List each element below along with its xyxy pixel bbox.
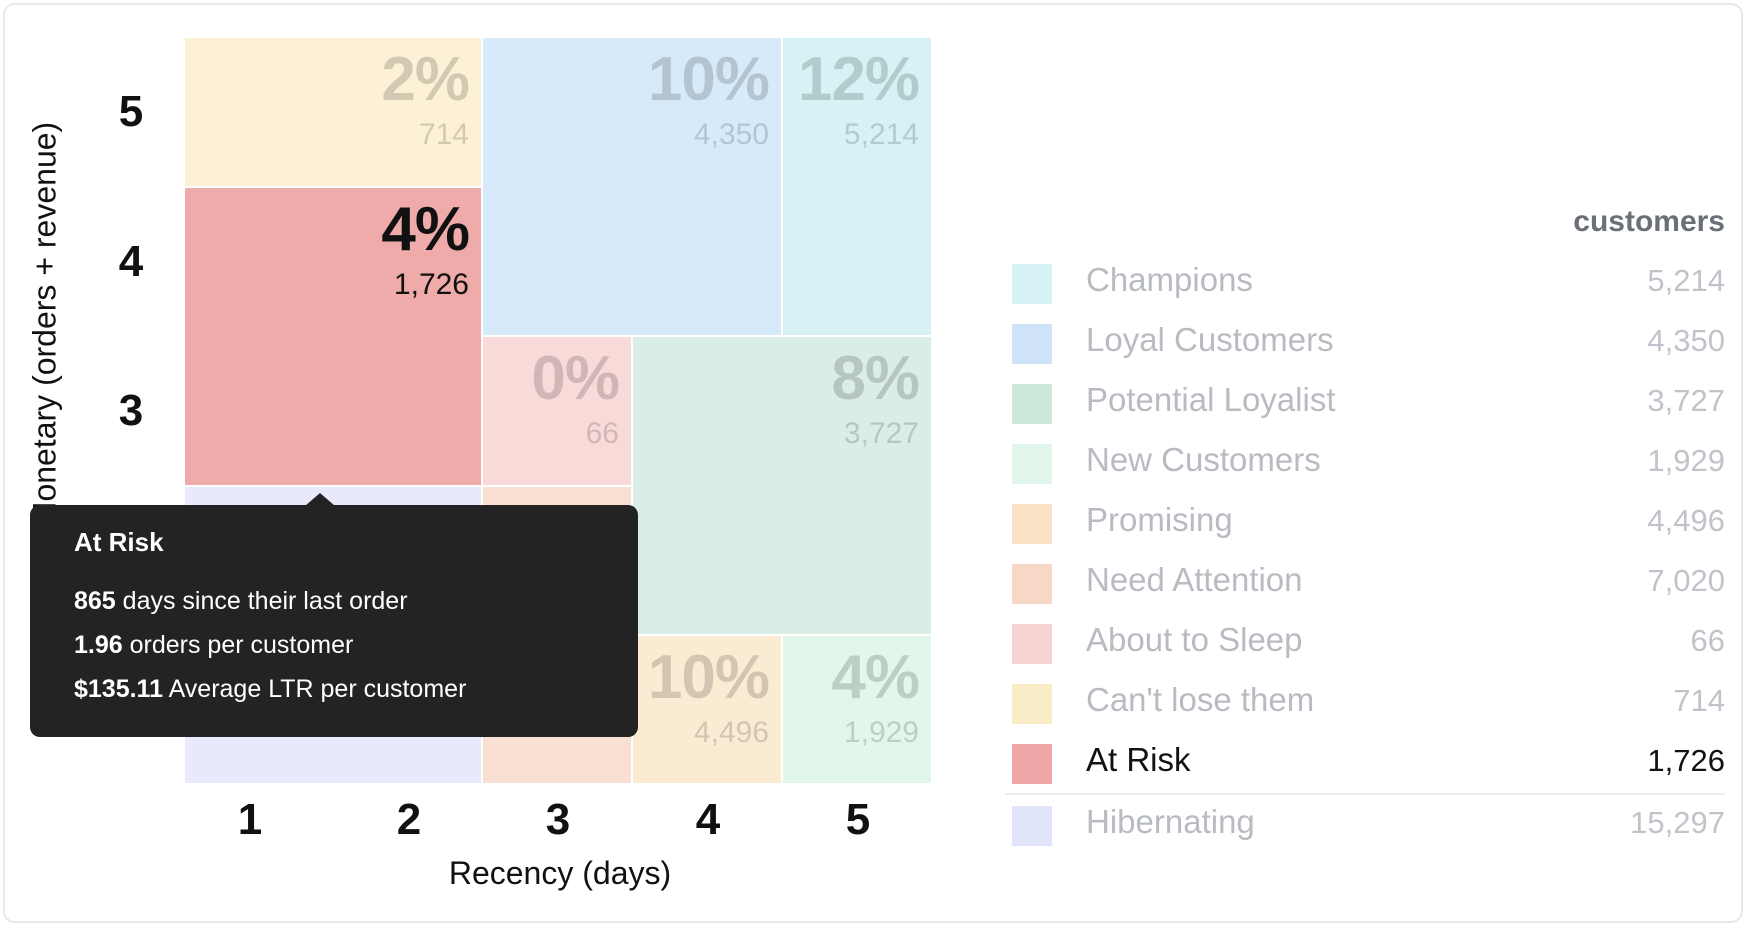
segment-cell-champions[interactable]: 12% 5,214: [783, 38, 931, 335]
legend-item-new-customers[interactable]: New Customers 1,929: [1005, 433, 1725, 493]
segment-cell-new-customers[interactable]: 4% 1,929: [783, 636, 931, 783]
legend-swatch: [1012, 564, 1052, 604]
segment-percent: 12%: [797, 45, 920, 114]
segment-cell-promising[interactable]: 10% 4,496: [633, 636, 781, 783]
legend-item-at-risk[interactable]: At Risk 1,726: [1005, 733, 1725, 793]
tooltip-ltr-text: Average LTR per customer: [168, 675, 467, 703]
tooltip-title: At Risk: [74, 527, 164, 557]
legend-swatch: [1012, 324, 1052, 364]
tooltip-line-orders: 1.96 orders per customer: [74, 631, 353, 660]
segment-cell-about-to-sleep[interactable]: 0% 66: [483, 337, 631, 485]
legend-count: 15,297: [1630, 805, 1725, 840]
segment-percent: 8%: [831, 344, 920, 413]
legend-swatch: [1012, 744, 1052, 784]
legend-swatch: [1012, 806, 1052, 846]
legend-count: 1,929: [1647, 443, 1725, 478]
legend-name: Hibernating: [1086, 803, 1255, 840]
x-axis-label: Recency (days): [448, 855, 672, 891]
tooltip-orders-value: 1.96: [74, 631, 123, 659]
tooltip-line-ltr: $135.11 Average LTR per customer: [74, 675, 466, 704]
tooltip-days-text: days since their last order: [122, 587, 408, 615]
x-tick-1: 1: [237, 795, 263, 844]
legend-name: Promising: [1086, 501, 1233, 538]
legend-name: Loyal Customers: [1086, 321, 1334, 358]
legend-name: Champions: [1086, 261, 1253, 298]
y-tick-5: 5: [118, 87, 144, 136]
segment-count: 4,496: [693, 716, 769, 749]
legend-count: 66: [1690, 623, 1725, 658]
legend-swatch: [1012, 444, 1052, 484]
legend-swatch: [1012, 504, 1052, 544]
legend-item-champions[interactable]: Champions 5,214: [1005, 253, 1725, 313]
segment-percent: 10%: [647, 45, 770, 114]
segment-percent: 0%: [531, 344, 620, 413]
legend-name: Potential Loyalist: [1086, 381, 1336, 418]
segment-count: 5,214: [843, 118, 919, 151]
legend-item-loyal-customers[interactable]: Loyal Customers 4,350: [1005, 313, 1725, 373]
legend-count: 7,020: [1647, 563, 1725, 598]
legend-count: 4,350: [1647, 323, 1725, 358]
segment-cell-at-risk[interactable]: 4% 1,726: [185, 188, 481, 485]
legend-swatch: [1012, 684, 1052, 724]
segment-count: 1,726: [393, 268, 469, 301]
x-tick-5: 5: [845, 795, 871, 844]
legend-count: 1,726: [1647, 743, 1725, 778]
tooltip-arrow: [305, 493, 335, 506]
segment-count: 3,727: [843, 417, 919, 450]
segment-percent: 4%: [831, 643, 920, 712]
segment-count: 4,350: [693, 118, 769, 151]
x-tick-4: 4: [695, 795, 721, 844]
legend-item-need-attention[interactable]: Need Attention 7,020: [1005, 553, 1725, 613]
legend-count: 3,727: [1647, 383, 1725, 418]
legend-name: At Risk: [1086, 741, 1191, 778]
tooltip-days-value: 865: [74, 587, 116, 615]
segment-percent: 2%: [381, 45, 470, 114]
legend-count: 714: [1673, 683, 1725, 718]
y-tick-3: 3: [118, 386, 144, 435]
segment-cell-potential-loyalist[interactable]: 8% 3,727: [633, 337, 931, 634]
y-axis-label-text: Monetary (orders + revenue): [26, 121, 63, 529]
legend-count: 5,214: [1647, 263, 1725, 298]
segment-cell-can-t-lose-them[interactable]: 2% 714: [185, 38, 481, 186]
y-tick-4: 4: [118, 236, 144, 286]
segment-count: 714: [418, 118, 469, 151]
legend-item-promising[interactable]: Promising 4,496: [1005, 493, 1725, 553]
tooltip-line-days: 865 days since their last order: [74, 587, 408, 616]
legend-item-potential-loyalist[interactable]: Potential Loyalist 3,727: [1005, 373, 1725, 433]
legend-name: New Customers: [1086, 441, 1321, 478]
legend-name: Need Attention: [1086, 561, 1303, 598]
legend-count: 4,496: [1647, 503, 1725, 538]
segment-percent: 4%: [381, 195, 470, 264]
tooltip-orders-text: orders per customer: [129, 631, 354, 659]
segment-percent: 10%: [647, 643, 770, 712]
rfm-card: 12% 5,214 10% 4,350 8% 3,727 4% 1,929 10% 4,496 0%…: [3, 3, 1743, 923]
legend-item-hibernating[interactable]: Hibernating 15,297: [1005, 793, 1725, 855]
segment-tooltip: At Risk 865 days since their last order …: [30, 505, 638, 737]
legend-name: About to Sleep: [1086, 621, 1303, 658]
legend-header: customers: [1573, 205, 1725, 238]
x-tick-3: 3: [545, 795, 571, 844]
tooltip-ltr-value: $135.11: [74, 675, 163, 703]
legend-swatch: [1012, 624, 1052, 664]
legend-name: Can't lose them: [1086, 681, 1315, 718]
legend-swatch: [1012, 264, 1052, 304]
legend-item-about-to-sleep[interactable]: About to Sleep 66: [1005, 613, 1725, 673]
segment-count: 1,929: [843, 716, 919, 749]
legend-swatch: [1012, 384, 1052, 424]
segment-count: 66: [585, 417, 619, 450]
x-tick-2: 2: [396, 795, 422, 844]
legend-item-can-t-lose-them[interactable]: Can't lose them 714: [1005, 673, 1725, 733]
segment-cell-loyal-customers[interactable]: 10% 4,350: [483, 38, 781, 335]
